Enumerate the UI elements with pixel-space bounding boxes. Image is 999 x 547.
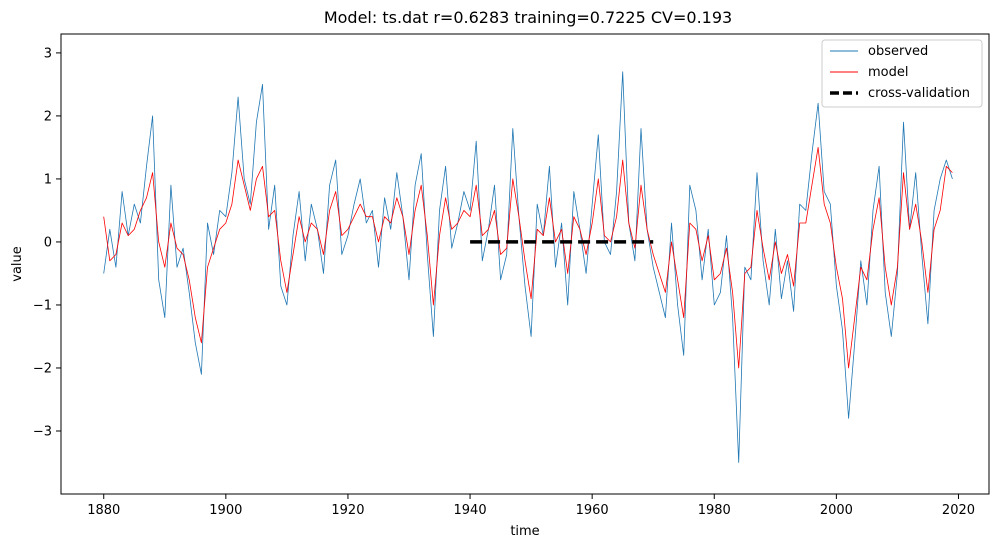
x-tick-label: 1980 (698, 503, 731, 518)
series-line-observed (103, 71, 953, 463)
y-axis: −3 −2 −1 0 1 2 3 (33, 46, 61, 439)
x-tick-label: 1940 (454, 503, 487, 518)
y-axis-label: value (10, 246, 25, 282)
x-tick-label: 1900 (209, 503, 242, 518)
y-tick-label: −3 (33, 424, 52, 439)
legend: observed model cross-validation (821, 39, 983, 108)
x-tick-label: 1880 (87, 503, 120, 518)
y-tick-label: 3 (44, 46, 52, 61)
x-tick-label: 2020 (942, 503, 975, 518)
x-tick-label: 2000 (820, 503, 853, 518)
y-tick-label: 0 (44, 235, 52, 250)
x-tick-label: 1960 (576, 503, 609, 518)
legend-label-observed: observed (868, 44, 928, 59)
y-tick-label: 1 (44, 172, 52, 187)
legend-box (821, 39, 983, 108)
y-tick-label: 2 (44, 109, 52, 124)
chart-title: Model: ts.dat r=0.6283 training=0.7225 C… (324, 8, 732, 27)
legend-label-cross-validation: cross-validation (868, 86, 970, 101)
y-tick-label: −1 (33, 298, 52, 313)
plot-frame (60, 33, 990, 495)
series-line-model (103, 146, 953, 369)
legend-label-model: model (868, 65, 908, 80)
y-tick-label: −2 (33, 361, 52, 376)
x-tick-label: 1920 (331, 503, 364, 518)
x-axis-label: time (510, 524, 539, 539)
series-layer (103, 71, 953, 463)
x-axis: 1880 1900 1920 1940 1960 1980 2000 2020 (87, 494, 975, 518)
plot-area (60, 33, 990, 495)
